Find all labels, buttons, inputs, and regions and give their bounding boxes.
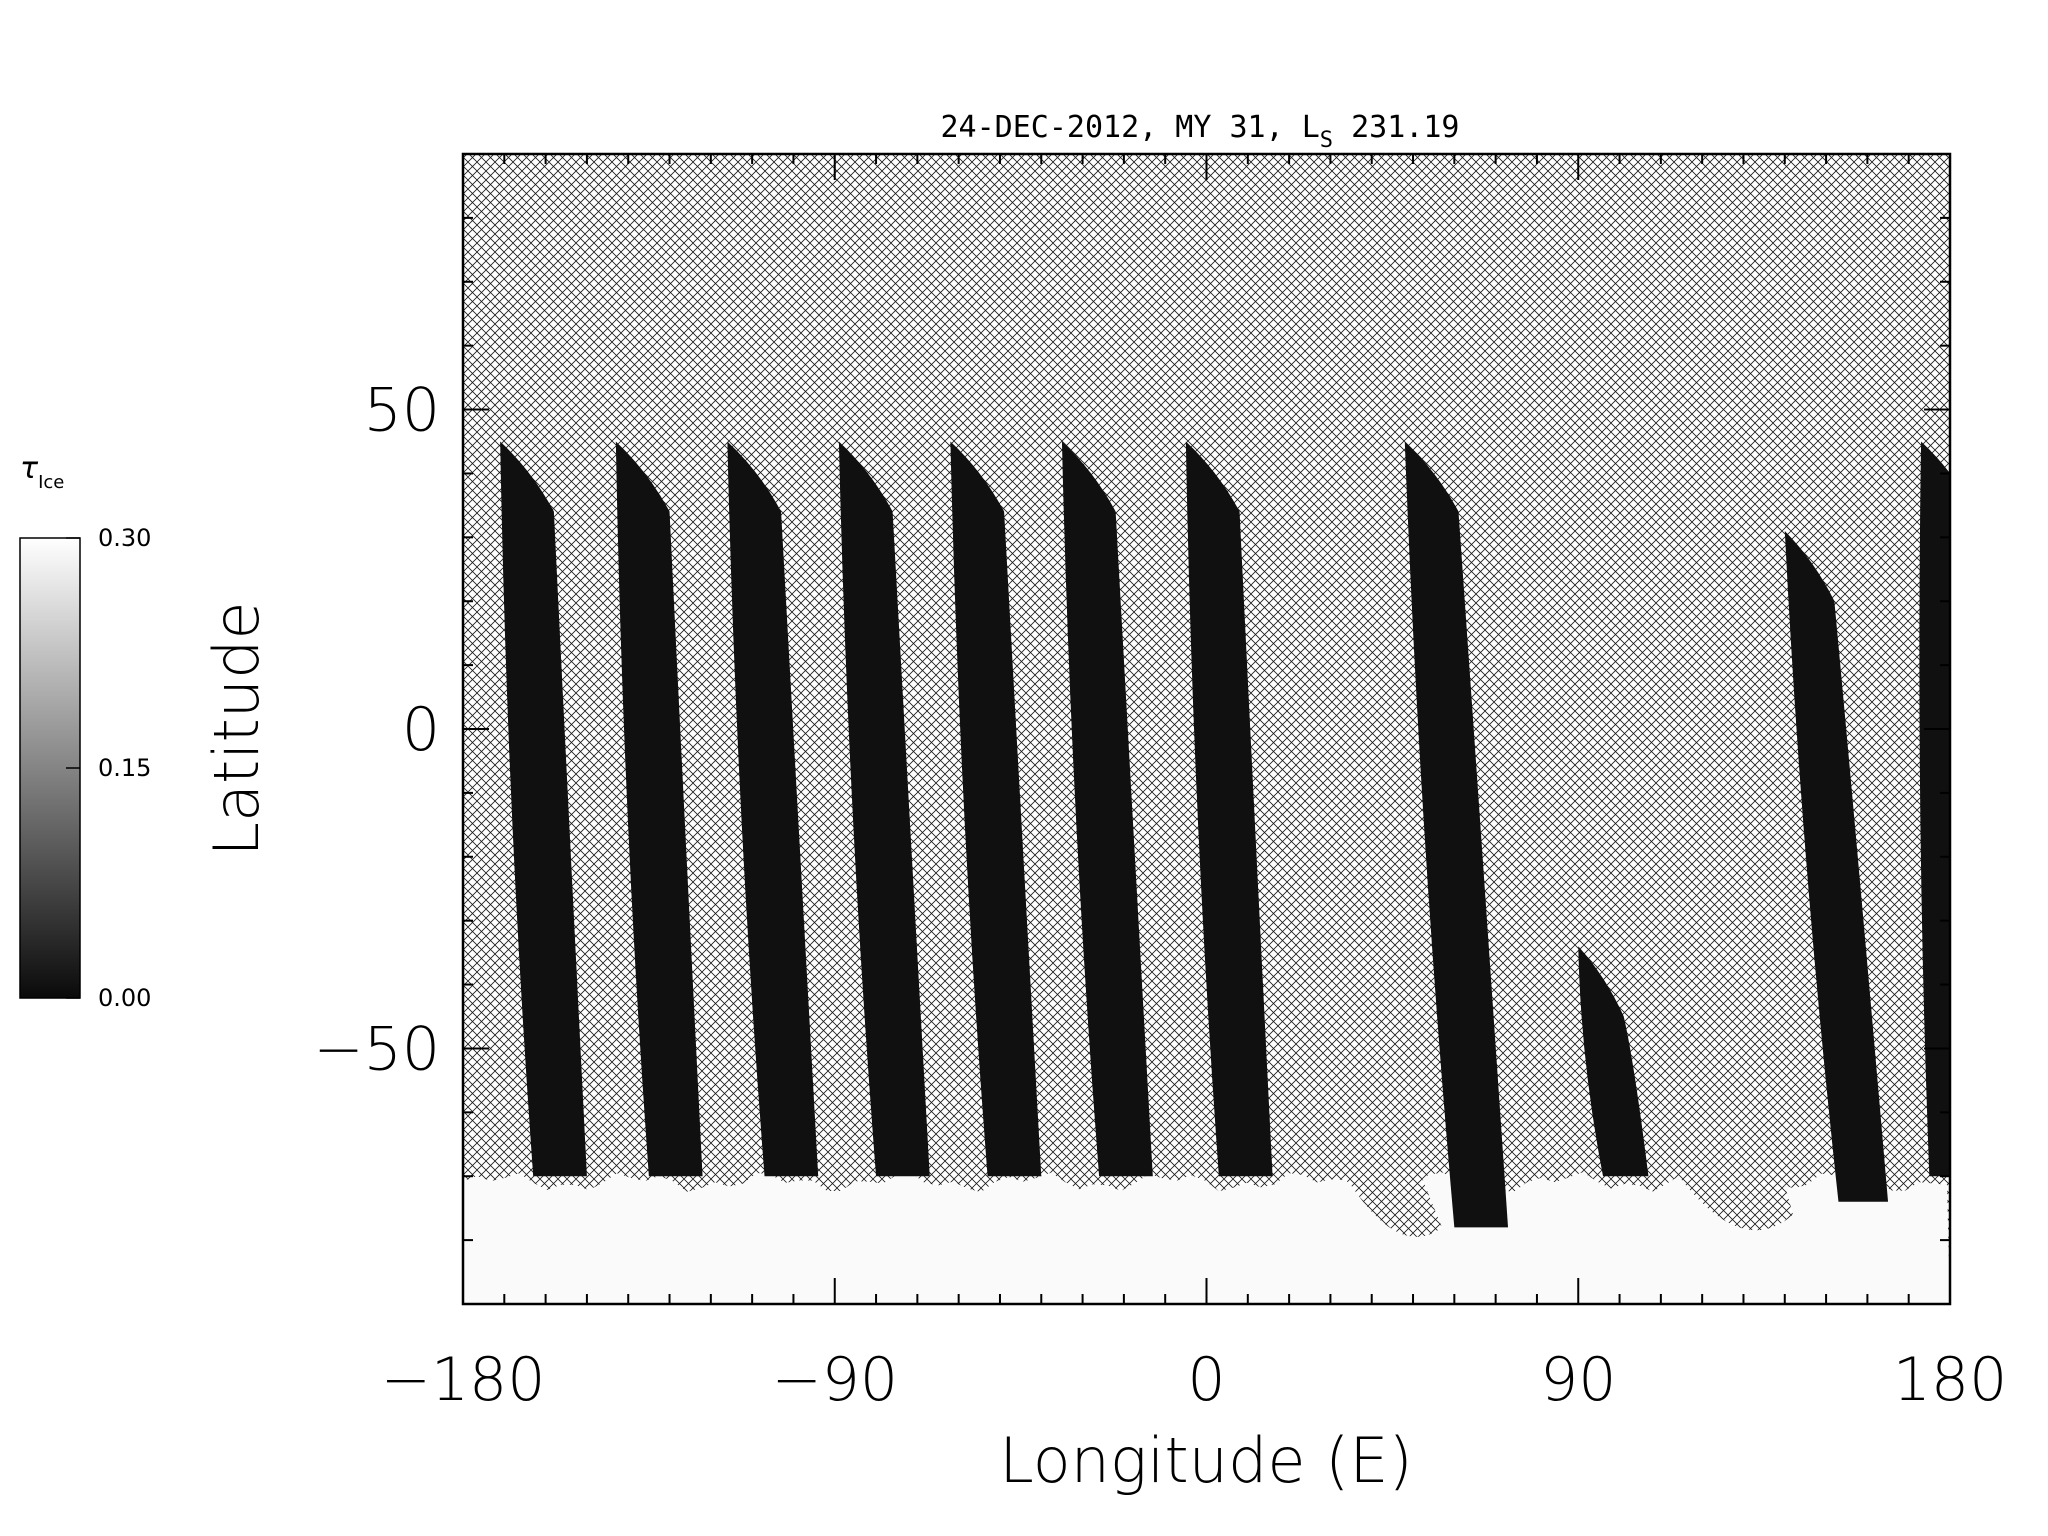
missing-data-lobe — [1330, 1125, 1442, 1237]
x-tick-label: 0 — [1187, 1345, 1225, 1415]
data-swath — [727, 441, 819, 1177]
data-swath — [838, 441, 930, 1177]
colorbar-tick-label: 0.00 — [98, 984, 151, 1012]
data-swath — [1404, 441, 1509, 1228]
data-swath — [1784, 530, 1889, 1202]
polar-ice-region — [463, 1172, 1950, 1304]
missing-data-lobe — [1660, 1112, 1794, 1231]
chart-title: 24-DEC-2012, MY 31, LS 231.19 — [941, 110, 1460, 153]
colorbar-tick-label: 0.30 — [98, 524, 151, 552]
plot-area — [463, 154, 1950, 1304]
data-swath — [1578, 946, 1649, 1177]
polar-ice-band — [463, 1112, 1950, 1304]
axis-ticks — [462, 153, 1951, 1305]
x-tick-labels: −180 −90 0 90 180 — [381, 1345, 2008, 1415]
x-tick-label: 90 — [1540, 1345, 1616, 1415]
data-swath — [1185, 441, 1273, 1177]
colorbar-ticks: 0.00 0.15 0.30 — [66, 524, 151, 1012]
colorbar-label: τIce — [20, 451, 64, 493]
x-tick-label: −90 — [771, 1345, 898, 1415]
data-swath — [950, 441, 1042, 1177]
x-axis-label: Longitude (E) — [999, 1424, 1412, 1497]
x-tick-label: 180 — [1893, 1345, 2008, 1415]
y-tick-label: 50 — [364, 376, 440, 446]
colorbar: τIce 0.00 0.15 0.30 — [19, 451, 151, 1012]
data-swath — [1061, 441, 1153, 1177]
colorbar-tick-label: 0.15 — [98, 754, 151, 782]
y-tick-label: 0 — [402, 695, 440, 765]
data-swaths — [500, 441, 1950, 1228]
data-swath — [1919, 441, 1950, 1177]
y-axis-label: Latitude — [200, 601, 273, 856]
data-swath — [500, 441, 587, 1177]
y-tick-labels: −50 0 50 — [313, 376, 440, 1085]
x-tick-label: −180 — [381, 1345, 546, 1415]
y-tick-label: −50 — [313, 1014, 440, 1084]
data-swath — [615, 441, 703, 1177]
